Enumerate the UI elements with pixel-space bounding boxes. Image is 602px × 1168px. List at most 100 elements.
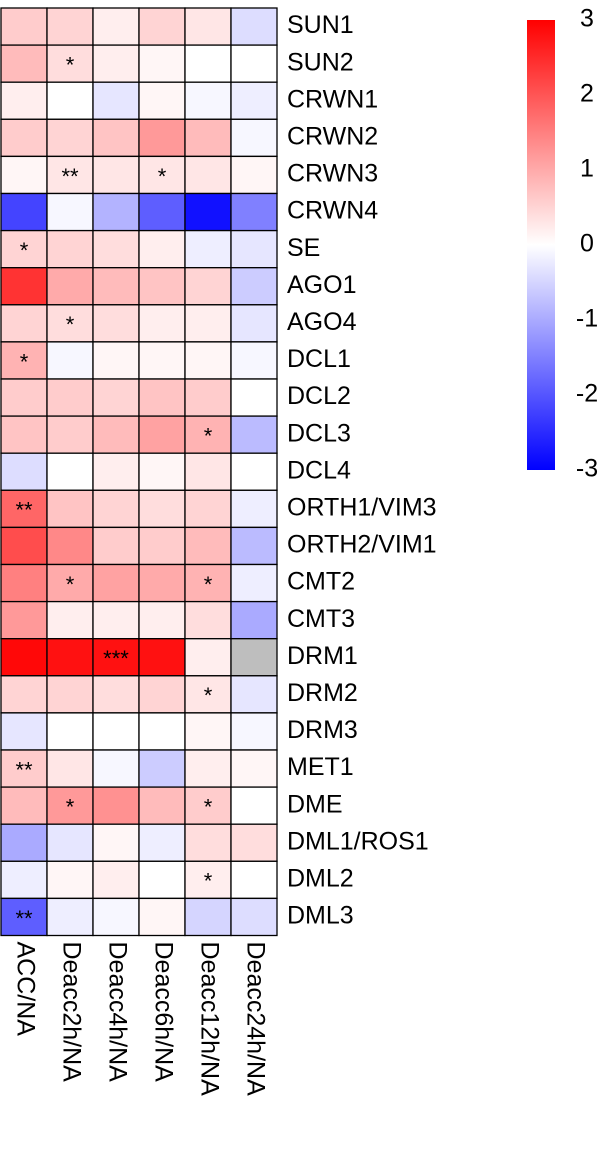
cell	[230, 341, 278, 380]
significance-star: *	[66, 312, 75, 337]
cell	[46, 229, 94, 269]
cell	[92, 118, 140, 158]
cell	[138, 118, 186, 158]
cell	[0, 638, 48, 677]
row-label: DML3	[287, 902, 354, 930]
cell	[138, 44, 186, 83]
significance-star: *	[204, 683, 213, 708]
cell	[138, 712, 186, 751]
cell	[92, 786, 140, 825]
cell	[230, 526, 278, 566]
cell	[0, 860, 48, 900]
cell	[138, 638, 186, 677]
cell	[92, 600, 140, 640]
cell	[230, 786, 278, 825]
cells	[0, 7, 278, 937]
row-label: CMT3	[287, 605, 355, 633]
row-label: ORTH2/VIM1	[287, 531, 437, 559]
cell	[0, 378, 48, 417]
column-label: Deacc24h/NA	[241, 942, 269, 1097]
cell	[184, 44, 232, 83]
row-label: CRWN1	[287, 85, 378, 113]
cell	[0, 192, 48, 232]
cell	[92, 378, 140, 417]
cell	[230, 897, 278, 937]
significance-star: **	[15, 498, 33, 523]
cell	[184, 341, 232, 380]
colorbar-tick-label: -2	[576, 380, 598, 408]
cell	[138, 81, 186, 120]
significance-star: *	[66, 572, 75, 597]
colorbar-gradient	[527, 20, 555, 470]
cell	[184, 155, 232, 195]
cell	[92, 675, 140, 714]
cell	[230, 823, 278, 862]
cell	[92, 81, 140, 120]
cell	[230, 229, 278, 269]
cell	[46, 712, 94, 751]
cell	[46, 44, 94, 83]
cell	[92, 897, 140, 937]
cell	[184, 304, 232, 343]
cell	[230, 452, 278, 491]
cell	[230, 378, 278, 417]
cell	[230, 155, 278, 195]
cell	[92, 823, 140, 862]
cell	[184, 489, 232, 529]
cell	[230, 563, 278, 603]
colorbar-tick-label: -3	[576, 455, 598, 483]
cell	[184, 118, 232, 158]
significance-star: *	[66, 794, 75, 819]
cell	[230, 81, 278, 120]
row-label: DME	[287, 790, 343, 818]
cell	[138, 897, 186, 937]
significance-star: *	[158, 164, 167, 189]
cell	[0, 600, 48, 640]
cell	[138, 786, 186, 825]
cell	[46, 155, 94, 195]
cell	[184, 81, 232, 120]
column-label: Deacc4h/NA	[103, 942, 131, 1083]
cell	[0, 155, 48, 195]
cell	[92, 7, 140, 46]
cell	[184, 749, 232, 788]
cell	[92, 341, 140, 380]
cell	[0, 81, 48, 120]
cell	[46, 675, 94, 714]
cell	[46, 526, 94, 566]
cell	[138, 823, 186, 862]
cell	[184, 192, 232, 232]
row-label: SE	[287, 234, 320, 262]
cell	[138, 860, 186, 900]
row-label: AGO1	[287, 271, 356, 299]
cell	[138, 675, 186, 714]
significance-star: **	[15, 906, 33, 931]
significance-star: *	[20, 349, 29, 374]
cell	[184, 860, 232, 900]
cell	[46, 897, 94, 937]
cell	[230, 600, 278, 640]
cell	[184, 675, 232, 714]
row-label: DRM1	[287, 642, 358, 670]
cell	[92, 229, 140, 269]
cell	[46, 823, 94, 862]
row-label: DML2	[287, 864, 354, 892]
cell	[0, 44, 48, 83]
cell	[92, 415, 140, 454]
row-label: MET1	[287, 753, 354, 781]
cell	[184, 638, 232, 677]
significance-star: **	[61, 164, 79, 189]
cell	[0, 118, 48, 158]
row-label: CMT2	[287, 568, 355, 596]
cell	[92, 563, 140, 603]
row-label: DCL4	[287, 456, 351, 484]
cell	[46, 415, 94, 454]
cell	[230, 192, 278, 232]
cell	[92, 267, 140, 306]
cell	[184, 378, 232, 417]
cell	[92, 860, 140, 900]
cell	[0, 452, 48, 491]
significance-star: *	[20, 238, 29, 263]
cell	[230, 7, 278, 46]
